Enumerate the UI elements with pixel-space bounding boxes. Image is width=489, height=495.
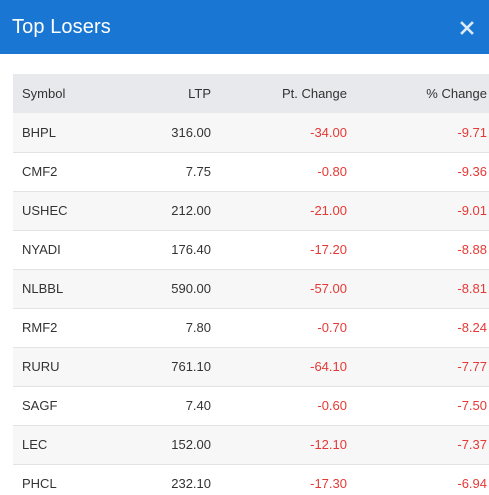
close-button[interactable]	[457, 18, 477, 38]
ltp-cell: 176.40	[171, 242, 211, 257]
modal-header: Top Losers	[0, 0, 489, 54]
table-row[interactable]: NYADI 176.40 -17.20 -8.88	[13, 230, 489, 269]
ltp-cell: 232.10	[171, 476, 211, 491]
ltp-cell: 152.00	[171, 437, 211, 452]
column-header-ltp[interactable]: LTP	[188, 86, 211, 101]
symbol-cell: RURU	[22, 359, 60, 374]
table-row[interactable]: RURU 761.10 -64.10 -7.77	[13, 347, 489, 386]
pct-change-cell: -8.24	[457, 320, 487, 335]
table-row[interactable]: SAGF 7.40 -0.60 -7.50	[13, 386, 489, 425]
pct-change-cell: -8.81	[457, 281, 487, 296]
ltp-cell: 316.00	[171, 124, 211, 140]
losers-table-container: Symbol LTP Pt. Change % Change BHPL 316.…	[13, 74, 489, 495]
close-icon	[460, 21, 474, 35]
pt-change-cell: -17.20	[310, 242, 347, 257]
table-row[interactable]: CMF2 7.75 -0.80 -9.36	[13, 152, 489, 191]
pct-change-cell: -7.50	[457, 398, 487, 413]
pct-change-cell: -7.37	[457, 437, 487, 452]
pct-change-cell: -9.71	[457, 124, 487, 140]
table-row[interactable]: RMF2 7.80 -0.70 -8.24	[13, 308, 489, 347]
table-row[interactable]: PHCL 232.10 -17.30 -6.94	[13, 464, 489, 495]
table-row[interactable]: NLBBL 590.00 -57.00 -8.81	[13, 269, 489, 308]
ltp-cell: 212.00	[171, 203, 211, 218]
pt-change-cell: -34.00	[310, 124, 347, 140]
pt-change-cell: -0.70	[317, 320, 347, 335]
pct-change-cell: -7.77	[457, 359, 487, 374]
modal-title: Top Losers	[12, 15, 111, 38]
pt-change-cell: -17.30	[310, 476, 347, 491]
symbol-cell: BHPL	[22, 124, 56, 140]
ltp-cell: 761.10	[171, 359, 211, 374]
pt-change-cell: -0.60	[317, 398, 347, 413]
symbol-cell: LEC	[22, 437, 48, 452]
pct-change-cell: -9.01	[457, 203, 487, 218]
table-row[interactable]: LEC 152.00 -12.10 -7.37	[13, 425, 489, 464]
pt-change-cell: -0.80	[317, 164, 347, 179]
pt-change-cell: -64.10	[310, 359, 347, 374]
table-row[interactable]: BHPL 316.00 -34.00 -9.71	[13, 113, 489, 152]
symbol-cell: USHEC	[22, 203, 68, 218]
table-header-row: Symbol LTP Pt. Change % Change	[13, 74, 489, 113]
ltp-cell: 7.75	[185, 164, 211, 179]
symbol-cell: CMF2	[22, 164, 58, 179]
losers-table: Symbol LTP Pt. Change % Change BHPL 316.…	[13, 74, 489, 495]
pct-change-cell: -6.94	[457, 476, 487, 491]
pct-change-cell: -8.88	[457, 242, 487, 257]
column-header-pct-change[interactable]: % Change	[426, 86, 487, 101]
symbol-cell: SAGF	[22, 398, 58, 413]
symbol-cell: NLBBL	[22, 281, 64, 296]
ltp-cell: 7.40	[185, 398, 211, 413]
table-row[interactable]: USHEC 212.00 -21.00 -9.01	[13, 191, 489, 230]
ltp-cell: 7.80	[185, 320, 211, 335]
pt-change-cell: -57.00	[310, 281, 347, 296]
pct-change-cell: -9.36	[457, 164, 487, 179]
symbol-cell: PHCL	[22, 476, 57, 491]
pt-change-cell: -12.10	[310, 437, 347, 452]
column-header-symbol[interactable]: Symbol	[22, 86, 66, 101]
symbol-cell: NYADI	[22, 242, 61, 257]
column-header-pt-change[interactable]: Pt. Change	[281, 86, 347, 101]
ltp-cell: 590.00	[171, 281, 211, 296]
symbol-cell: RMF2	[22, 320, 58, 335]
pt-change-cell: -21.00	[310, 203, 347, 218]
